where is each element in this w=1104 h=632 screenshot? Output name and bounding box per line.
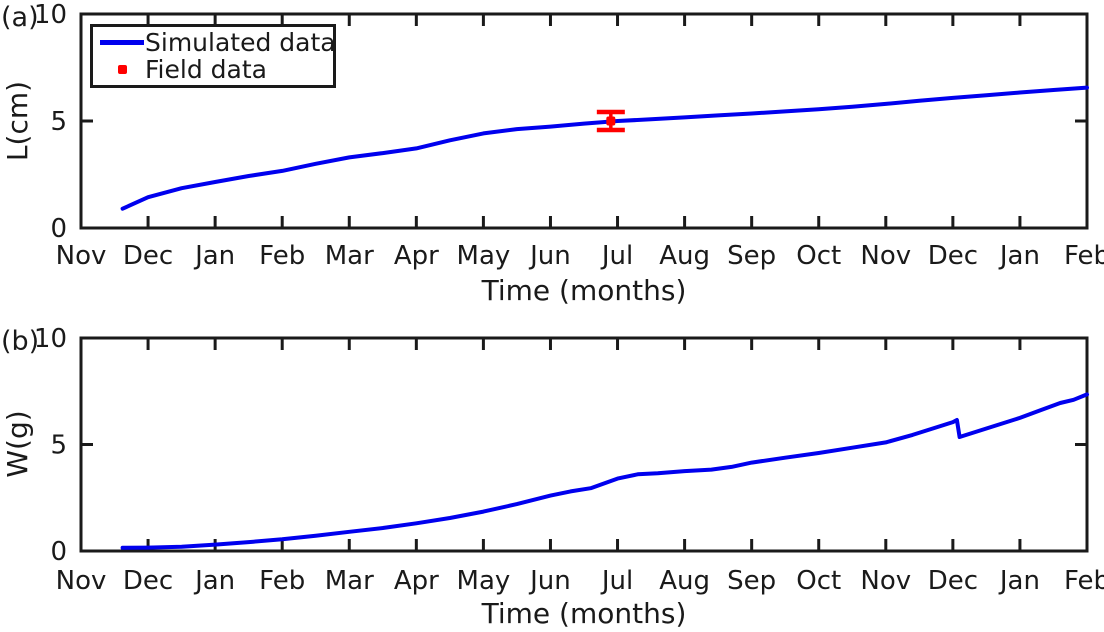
legend: Simulated data Field data (90, 24, 336, 88)
x-tick-label: Jun (528, 241, 571, 271)
x-tick-label: Jul (600, 241, 633, 271)
x-tick-label: Oct (796, 566, 841, 596)
x-tick-label: Nov (860, 566, 911, 596)
x-tick-label: Aug (659, 241, 710, 271)
x-tick-label: Nov (56, 241, 107, 271)
panel-b-xlabel: Time (months) (481, 597, 687, 630)
legend-line-sample (100, 39, 144, 45)
axes-box (79, 336, 1089, 553)
panel-b-ylabel: W(g) (1, 410, 34, 478)
series-simulated-data (120, 85, 1089, 211)
panel-a-xlabel: Time (months) (481, 274, 687, 307)
x-tick-label: Jan (193, 241, 235, 271)
legend-entry-simulated: Simulated data (99, 28, 336, 57)
x-tick-label: Mar (325, 241, 374, 271)
x-tick-label: Dec (928, 241, 978, 271)
x-tick-label: Apr (394, 241, 439, 271)
y-tick-label: 5 (50, 431, 67, 461)
panel-b-plot: Nov Dec Jan Feb Mar Apr May Jun Jul Aug Sep Oct Nov D… (34, 324, 1104, 596)
y-tick-label: 0 (50, 537, 67, 567)
x-tick-label: May (457, 241, 511, 271)
x-tick-label: Feb (259, 566, 305, 596)
x-tick-label: Jan (998, 241, 1040, 271)
x-tick-label: Feb (259, 241, 305, 271)
y-tick-label: 0 (50, 214, 67, 244)
y-tick-label: 10 (34, 324, 67, 354)
panel-a-ylabel: L(cm) (1, 80, 34, 162)
x-tick-label: Dec (928, 566, 978, 596)
y-tick-label: 5 (50, 107, 67, 137)
legend-sample-cell (99, 65, 145, 75)
panel-a-plot: Nov Dec Jan Feb Mar Apr May Jun Jul Aug Sep Oct Nov D… (34, 0, 1104, 271)
x-tick-label: Feb (1064, 241, 1104, 271)
x-tick-label: Aug (659, 566, 710, 596)
legend-entry-field: Field data (99, 55, 329, 85)
x-tick-label: Feb (1064, 566, 1104, 596)
x-tick-label: Jun (528, 566, 571, 596)
x-tick-label: Dec (123, 566, 173, 596)
x-tick-label: Apr (394, 566, 439, 596)
panel-a-letter: (a) (1, 2, 39, 33)
panel-b-letter: (b) (1, 326, 40, 357)
x-tick-label: Jan (998, 566, 1040, 596)
legend-label-field: Field data (145, 55, 267, 85)
series-simulated-data (120, 392, 1089, 550)
x-tick-label: Sep (727, 566, 776, 596)
x-tick-label: May (457, 566, 511, 596)
x-tick-label: Jul (600, 566, 633, 596)
field-data-errorbar (596, 109, 625, 133)
x-tick-label: Oct (796, 241, 841, 271)
x-tick-label: Mar (325, 566, 374, 596)
field-data-marker (606, 116, 616, 126)
legend-sample-cell (99, 39, 145, 45)
x-tick-label: Jan (193, 566, 235, 596)
y-tick-label: 10 (34, 0, 67, 30)
legend-marker-sample (117, 65, 127, 75)
x-tick-label: Nov (860, 241, 911, 271)
x-tick-label: Nov (56, 566, 107, 596)
x-tick-label: Sep (727, 241, 776, 271)
legend-label-simulated: Simulated data (145, 27, 336, 57)
x-tick-label: Dec (123, 241, 173, 271)
